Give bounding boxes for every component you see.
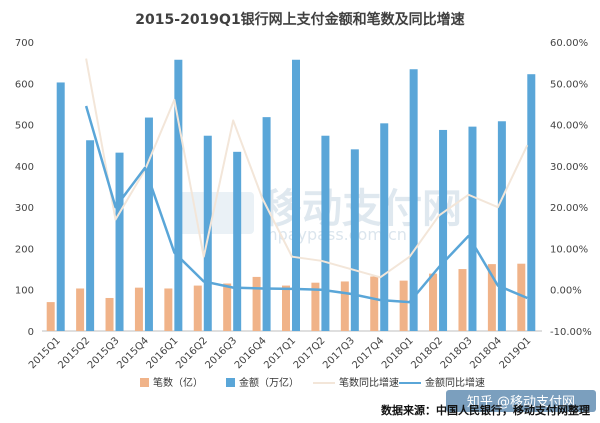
right-tick-label: -10.00%	[550, 327, 592, 338]
bar-amount	[350, 149, 359, 331]
right-tick-label: 60.00%	[550, 38, 588, 49]
bar-count	[311, 282, 320, 331]
zhihu-mark-text: 知乎 @移动支付网	[467, 394, 575, 410]
left-tick-label: 100	[15, 286, 34, 297]
left-axis: 0 100 200 300 400 500 600 700	[15, 38, 34, 338]
bars	[46, 59, 536, 332]
left-tick-label: 0	[28, 327, 34, 338]
bar-amount	[115, 152, 124, 331]
watermark-logo-icon	[176, 192, 254, 234]
bar-amount	[380, 123, 389, 331]
left-tick-label: 700	[15, 38, 34, 49]
legend-label-count-growth: 笔数同比增速	[339, 376, 399, 389]
source-note: 数据来源：中国人民银行，移动支付网整理	[381, 403, 590, 417]
zhihu-mark: 知乎 @移动支付网	[446, 390, 596, 412]
bar-amount	[497, 121, 506, 331]
bar-amount	[86, 140, 95, 331]
bar-count	[370, 276, 379, 331]
bar-amount	[144, 117, 153, 331]
right-axis: -10.00% 0.00% 10.00% 20.00% 30.00% 40.00% 50.0…	[550, 38, 592, 338]
line-count-growth	[85, 58, 529, 279]
bar-amount	[468, 126, 477, 331]
legend: 笔数（亿） 金额（万亿） 笔数同比增速 金额同比增速	[140, 376, 485, 389]
bar-count	[46, 302, 55, 331]
bar-amount	[439, 129, 448, 331]
left-tick-label: 200	[15, 244, 34, 255]
right-tick-label: 10.00%	[550, 244, 588, 255]
bar-amount	[262, 117, 271, 331]
bar-count	[193, 285, 202, 331]
right-tick-label: 0.00%	[550, 286, 582, 297]
left-tick-label: 400	[15, 162, 34, 173]
bar-count	[517, 263, 526, 331]
right-tick-label: 20.00%	[550, 203, 588, 214]
x-tick-label: 2019Q1	[498, 335, 534, 371]
bar-amount	[174, 59, 183, 331]
right-tick-label: 50.00%	[550, 79, 588, 90]
bar-count	[76, 288, 85, 331]
lines	[84, 58, 529, 304]
bar-count	[164, 288, 173, 331]
watermark: 移动支付网 mpaypass.com.cn	[176, 186, 462, 244]
bar-amount	[233, 151, 242, 331]
x-axis: 2015Q12015Q22015Q32015Q42016Q12016Q22016…	[27, 335, 533, 371]
legend-swatch-amount	[226, 378, 235, 387]
legend-label-amount: 金额（万亿）	[239, 376, 299, 389]
bar-count	[282, 285, 290, 331]
legend-label-amount-growth: 金额同比增速	[425, 376, 485, 389]
bar-amount	[203, 135, 212, 331]
bar-count	[399, 280, 408, 331]
legend-label-count: 笔数（亿）	[153, 376, 203, 389]
left-tick-label: 600	[15, 79, 34, 90]
right-tick-label: 40.00%	[550, 121, 588, 132]
bar-count	[223, 283, 232, 331]
bar-amount	[292, 59, 300, 331]
bar-count	[487, 264, 496, 331]
bar-count	[105, 297, 114, 331]
bar-amount	[527, 74, 536, 332]
bar-count	[340, 281, 349, 331]
left-tick-label: 300	[15, 203, 34, 214]
right-tick-label: 30.00%	[550, 162, 588, 173]
chart-title: 2015-2019Q1银行网上支付金额和笔数及同比增速	[135, 11, 464, 28]
bar-amount	[321, 135, 330, 331]
bar-count	[252, 276, 261, 331]
left-tick-label: 500	[15, 121, 34, 132]
legend-swatch-count	[140, 378, 149, 387]
bar-amount	[409, 69, 418, 332]
bar-count	[134, 287, 143, 331]
bar-amount	[56, 82, 65, 332]
zhihu-mark-bg	[446, 390, 596, 412]
line-amount-growth	[84, 105, 528, 304]
bar-count	[429, 273, 438, 331]
bar-count	[458, 269, 467, 331]
